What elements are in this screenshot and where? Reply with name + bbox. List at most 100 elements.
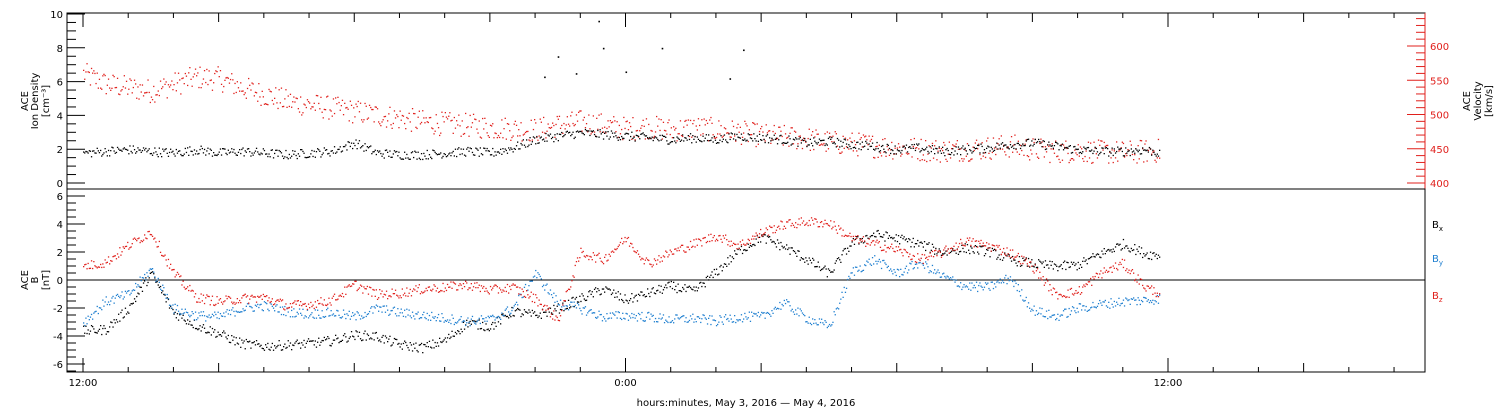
bx-point: [1149, 251, 1152, 253]
bx-point: [370, 337, 372, 339]
velocity-point: [696, 129, 698, 131]
bx-point: [504, 314, 506, 317]
velocity-point: [565, 124, 567, 126]
density-point: [387, 151, 389, 153]
bx-point: [851, 241, 853, 243]
bz-point: [87, 262, 89, 265]
by-point: [470, 318, 472, 320]
bz-point: [135, 238, 137, 240]
bx-point: [175, 317, 177, 319]
velocity-point: [527, 130, 529, 133]
density-point: [799, 136, 801, 139]
by-point: [685, 317, 687, 319]
by-point: [149, 268, 151, 270]
density-point: [616, 137, 618, 139]
by-point: [801, 312, 804, 314]
velocity-point: [774, 132, 776, 135]
velocity-point: [323, 108, 325, 111]
bz-point: [816, 221, 818, 223]
bx-point: [348, 337, 350, 340]
density-point: [225, 152, 227, 154]
by-point: [493, 316, 495, 318]
velocity-point: [1121, 141, 1123, 143]
density-point: [1027, 138, 1030, 140]
bz-point: [858, 242, 860, 244]
density-point: [678, 138, 680, 140]
bx-point: [700, 281, 702, 284]
bx-point: [665, 284, 667, 286]
velocity-point: [394, 117, 397, 119]
bz-point: [625, 241, 627, 243]
density-point: [775, 137, 778, 139]
density-point: [423, 152, 425, 155]
by-point: [1065, 308, 1067, 310]
velocity-point: [866, 139, 868, 141]
density-point: [320, 156, 322, 158]
velocity-point: [770, 142, 772, 144]
bx-point: [675, 285, 677, 287]
by-point: [532, 276, 535, 278]
density-point: [1133, 150, 1135, 152]
bz-point: [220, 301, 223, 303]
velocity-point: [400, 119, 402, 121]
velocity-point: [136, 97, 138, 99]
bx-point: [740, 245, 743, 248]
bx-point: [210, 334, 212, 336]
density-point: [991, 148, 993, 150]
by-point: [518, 294, 520, 297]
bx-point: [1095, 254, 1097, 256]
bx-point: [1087, 258, 1090, 260]
by-point: [905, 265, 908, 267]
velocity-point: [824, 133, 826, 135]
velocity-point: [971, 158, 973, 160]
by-point: [1146, 300, 1148, 302]
velocity-point: [972, 146, 974, 148]
density-point: [153, 152, 155, 154]
by-point: [1035, 310, 1038, 312]
bz-point: [834, 225, 836, 227]
by-point: [191, 311, 193, 313]
bx-point: [827, 268, 830, 270]
velocity-point: [523, 133, 526, 135]
density-point: [922, 149, 924, 151]
density-point: [336, 151, 338, 153]
bz-point: [1015, 256, 1017, 258]
bz-point: [96, 267, 98, 269]
by-point: [93, 312, 95, 314]
density-point: [242, 147, 244, 149]
bz-point: [654, 259, 657, 262]
bz-point: [131, 243, 133, 245]
density-point: [895, 153, 897, 155]
bz-point: [295, 303, 297, 305]
density-point: [903, 145, 905, 147]
bz-point: [487, 291, 489, 294]
density-point: [580, 130, 582, 133]
bx-point: [1094, 256, 1096, 258]
density-point: [597, 129, 599, 132]
bx-point: [243, 340, 245, 342]
density-point: [964, 147, 966, 149]
density-point: [549, 133, 552, 135]
bx-point: [597, 288, 599, 290]
velocity-point: [156, 94, 158, 96]
velocity-point: [739, 126, 741, 128]
velocity-point: [461, 120, 463, 122]
density-point: [1144, 149, 1146, 151]
bx-point: [1019, 265, 1022, 267]
bz-point: [357, 288, 359, 290]
bx-point: [404, 340, 406, 342]
bx-point: [460, 328, 462, 330]
by-point: [162, 284, 164, 286]
bz-point: [893, 250, 895, 252]
velocity-point: [869, 140, 871, 142]
velocity-point: [92, 72, 94, 74]
by-point: [119, 296, 121, 299]
by-point: [272, 307, 275, 309]
velocity-point: [627, 129, 630, 131]
by-point: [650, 313, 652, 315]
density-point: [805, 140, 807, 143]
bz-point: [333, 293, 336, 295]
velocity-point: [1007, 146, 1009, 148]
by-point: [815, 322, 817, 324]
velocity-point: [458, 114, 460, 116]
